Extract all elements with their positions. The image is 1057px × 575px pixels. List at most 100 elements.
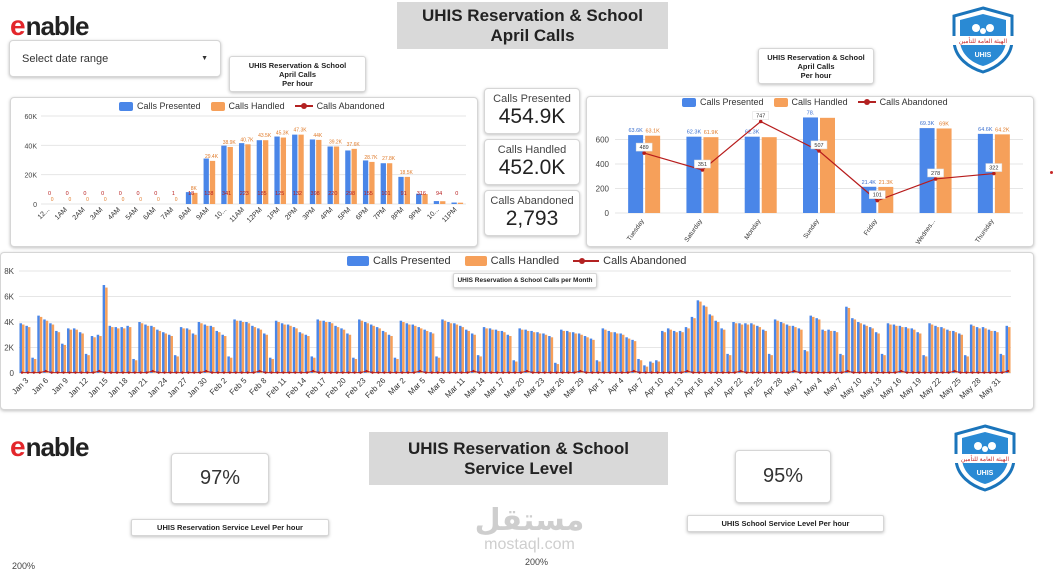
daily-bar-presented xyxy=(910,328,913,373)
daily-abandoned-point xyxy=(721,371,725,374)
daily-bar-presented xyxy=(940,327,943,373)
daily-abandoned-point xyxy=(389,371,392,374)
legend-presented-3: Calls Presented xyxy=(347,255,451,267)
daily-bar-presented xyxy=(898,325,902,373)
hourly-abandoned-label: 298 xyxy=(346,191,355,197)
hourly-handled-label: 0 xyxy=(104,197,107,203)
daily-xtick: Apr 25 xyxy=(741,376,764,399)
red-dot-marker xyxy=(1050,171,1053,174)
daily-bar-handled xyxy=(960,334,964,373)
daily-abandoned-point xyxy=(193,371,196,374)
daily-abandoned-point xyxy=(377,371,380,374)
daily-legend: Calls Presented Calls Handled Calls Aban… xyxy=(347,255,696,267)
daily-abandoned-point xyxy=(44,369,47,373)
uhis-logo-icon-2: الهيئة العامة للتأمين UHIS xyxy=(948,424,1022,492)
daily-abandoned-point xyxy=(709,371,713,374)
daily-bar-presented xyxy=(993,330,997,373)
hourly-chart-title: UHIS Reservation & School April Calls Pe… xyxy=(229,56,366,92)
daily-bar-presented xyxy=(779,322,783,373)
daily-abandoned-point xyxy=(953,369,956,373)
daily-bar-presented xyxy=(393,357,397,373)
daily-bar-presented xyxy=(542,333,545,373)
daily-abandoned-point xyxy=(20,371,24,374)
weekday-abandoned-point xyxy=(933,177,938,181)
nable-e-icon-2: e xyxy=(10,431,26,462)
daily-xtick: Jan 6 xyxy=(30,376,51,397)
daily-abandoned-point xyxy=(86,371,89,374)
daily-abandoned-point xyxy=(228,371,232,374)
daily-bar-handled xyxy=(936,327,940,373)
daily-bar-presented xyxy=(453,323,456,373)
daily-abandoned-point xyxy=(668,371,671,374)
daily-bar-handled xyxy=(146,325,150,373)
daily-bar-handled xyxy=(307,336,310,373)
daily-bar-presented xyxy=(364,322,367,373)
reservation-sl-label-text: UHIS Reservation Service Level Per hour xyxy=(157,523,303,532)
hourly-abandoned-label: 220 xyxy=(328,191,337,197)
daily-bar-handled xyxy=(942,328,946,373)
daily-bar-handled xyxy=(491,329,494,373)
daily-bar-handled xyxy=(610,332,613,373)
daily-xtick: Jan 27 xyxy=(166,376,190,400)
hourly-xtick: 9AM xyxy=(196,206,211,221)
daily-bar-handled xyxy=(93,337,96,373)
daily-xtick: Feb 20 xyxy=(324,376,348,400)
daily-bar-presented xyxy=(43,319,46,373)
daily-bar-handled xyxy=(966,356,969,373)
daily-bar-presented xyxy=(156,329,159,373)
daily-bar-presented xyxy=(637,358,640,373)
daily-bar-handled xyxy=(318,320,322,373)
daily-bar-handled xyxy=(117,328,120,373)
daily-abandoned-point xyxy=(133,371,137,374)
hourly-bar-handled xyxy=(422,194,428,204)
weekday-handled-label: 21.3K xyxy=(879,180,894,186)
legend-abandoned-label-2: Calls Abandoned xyxy=(879,97,948,107)
hourly-abandoned-label: 125 xyxy=(275,191,284,197)
daily-abandoned-point xyxy=(258,369,261,373)
date-range-select[interactable]: Select date range ▼ xyxy=(9,40,221,77)
hourly-chart-card: Calls Presented Calls Handled Calls Aban… xyxy=(10,97,478,247)
daily-bar-handled xyxy=(728,355,732,373)
daily-abandoned-point xyxy=(80,371,83,374)
daily-abandoned-point xyxy=(151,369,154,373)
daily-bar-handled xyxy=(550,337,554,373)
daily-xtick: Jan 21 xyxy=(126,376,150,400)
service-title-line2: Service Level xyxy=(464,458,573,478)
daily-abandoned-point xyxy=(804,371,808,374)
dropdown-arrow-icon: ▼ xyxy=(201,55,208,62)
daily-abandoned-point xyxy=(549,371,552,374)
daily-bar-presented xyxy=(334,325,337,373)
daily-abandoned-point xyxy=(1000,371,1004,374)
hourly-xtick: 4AM xyxy=(107,206,122,221)
daily-bar-presented xyxy=(346,333,349,373)
weekday-handled-label: 63.1K xyxy=(645,129,660,135)
daily-bar-presented xyxy=(78,332,82,373)
hourly-xtick: 2AM xyxy=(72,206,87,221)
daily-abandoned-point xyxy=(620,371,624,374)
hourly-bar-handled xyxy=(316,139,322,204)
daily-bar-handled xyxy=(295,328,298,373)
daily-abandoned-point xyxy=(472,369,475,373)
daily-bar-presented xyxy=(958,333,961,373)
weekday-bar-handled xyxy=(703,137,719,213)
daily-bar-handled xyxy=(51,324,55,373)
weekday-presented-label: 21.4K xyxy=(862,180,877,186)
daily-xtick: Jan 30 xyxy=(186,376,210,400)
weekday-presented-label: 64.6K xyxy=(978,127,993,133)
daily-abandoned-point xyxy=(323,371,327,374)
watermark: مستقل mostaql.com xyxy=(462,505,597,553)
daily-bar-presented xyxy=(785,324,789,373)
daily-abandoned-point xyxy=(234,371,238,374)
daily-abandoned-point xyxy=(852,371,855,374)
daily-abandoned-point xyxy=(26,371,30,374)
daily-abandoned-point xyxy=(513,371,517,374)
hourly-chart: 020K40K60K0012...001AM002AM003AM004AM005… xyxy=(25,114,466,224)
hourly-handled-label: 8K xyxy=(191,186,198,192)
daily-abandoned-point xyxy=(775,371,778,374)
daily-abandoned-point xyxy=(252,371,255,374)
daily-bar-handled xyxy=(823,330,827,373)
weekday-bar-presented xyxy=(744,136,760,213)
daily-bar-handled xyxy=(984,328,987,373)
daily-xtick: Apr 1 xyxy=(586,376,606,396)
daily-bar-handled xyxy=(194,334,197,373)
